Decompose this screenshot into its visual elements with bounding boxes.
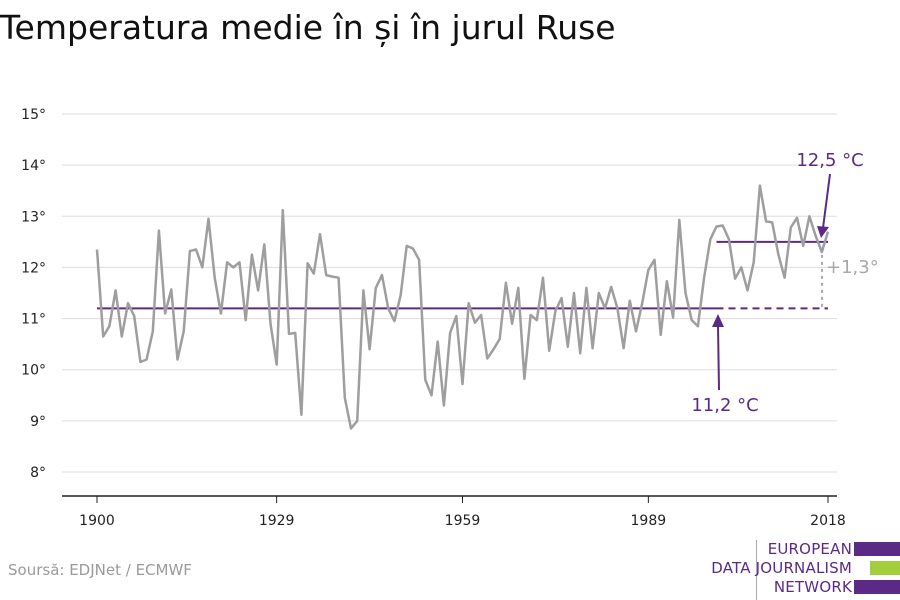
x-tick-label: 1989	[631, 513, 667, 529]
baseline-mean-arrow	[717, 324, 720, 391]
y-tick-label: 11°	[21, 312, 46, 328]
logo-line-data-journalism: DATA JOURNALISM	[711, 559, 852, 577]
y-tick-label: 8°	[30, 465, 46, 481]
edjnet-logo: EUROPEAN DATA JOURNALISM NETWORK	[700, 530, 900, 600]
baseline-mean-label: 11,2 °C	[691, 395, 758, 416]
y-tick-label: 9°	[30, 414, 46, 430]
y-tick-label: 13°	[21, 209, 46, 225]
baseline-mean-arrowhead	[712, 314, 724, 327]
source-note: Soursă: EDJNet / ECMWF	[8, 561, 192, 579]
logo-line-european: EUROPEAN	[767, 540, 852, 558]
x-tick-label: 2018	[810, 513, 846, 529]
y-axis-ticks: 8° 9° 10° 11° 12° 13° 14° 15°	[21, 107, 46, 481]
reference-lines	[97, 240, 828, 310]
logo-bar-top	[854, 542, 900, 556]
logo-divider	[756, 540, 757, 600]
grid-lines	[62, 113, 837, 473]
y-tick-label: 12°	[21, 260, 46, 276]
x-tick-label: 1959	[445, 513, 481, 529]
x-tick-label: 1900	[79, 513, 115, 529]
logo-bar-bottom	[854, 580, 900, 594]
logo-bar-middle	[870, 561, 900, 575]
recent-mean-arrowhead	[817, 226, 829, 238]
recent-mean-arrow	[822, 173, 831, 229]
y-tick-label: 14°	[21, 158, 46, 174]
y-tick-label: 15°	[21, 107, 46, 123]
temperature-series-line	[95, 184, 830, 430]
annotations: 12,5 °C +1,3° 11,2 °C	[691, 150, 878, 416]
logo-line-network: NETWORK	[773, 578, 852, 596]
recent-mean-label: 12,5 °C	[796, 150, 863, 171]
y-tick-label: 10°	[21, 363, 46, 379]
chart-title: Temperatura medie în și în jurul Ruse	[0, 8, 616, 47]
x-tick-label: 1929	[259, 513, 295, 529]
x-axis-ticks: 1900 1929 1959 1989 2018	[79, 496, 846, 529]
difference-label: +1,3°	[826, 257, 879, 278]
